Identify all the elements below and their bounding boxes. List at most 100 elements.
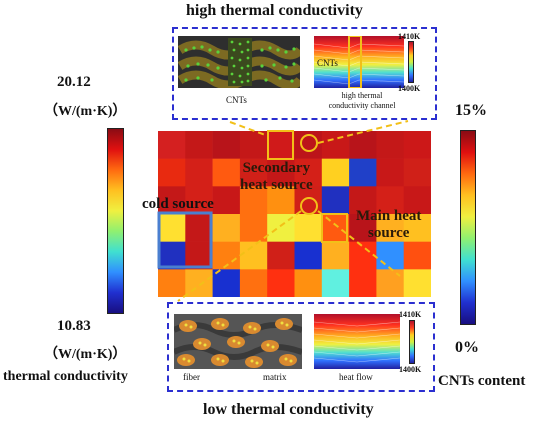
bottom-inset-box: fiber matrix <box>167 302 435 392</box>
grid-cell <box>376 269 404 297</box>
main-line2: source <box>368 225 410 241</box>
main-line1: Main heat <box>356 208 422 224</box>
grid-cell <box>294 241 323 270</box>
grid-cell <box>267 241 295 270</box>
grid-cell <box>239 269 268 297</box>
grid-cell <box>158 186 186 215</box>
grid-cell <box>321 186 350 215</box>
grid-cell <box>349 269 377 297</box>
bottom-inset-scale-max: 1410K <box>399 310 422 319</box>
low-conductivity-thermal-field <box>314 314 400 369</box>
grid-cell <box>185 241 213 270</box>
grid-cell <box>403 241 431 270</box>
grid-cell <box>294 214 323 242</box>
grid-cell <box>294 186 323 215</box>
left-bar-min-unit: （W/(m·K)） <box>44 347 127 362</box>
top-inset-scale-max: 1410K <box>398 32 421 41</box>
grid-cell <box>376 131 404 159</box>
grid-cell <box>239 186 268 215</box>
grid-cell <box>212 186 241 215</box>
cold-source-label: cold source <box>142 196 214 212</box>
channel-caption: high thermal conductivity channel <box>322 91 402 111</box>
top-title: high thermal conductivity <box>186 2 363 19</box>
left-bar-max-value: 20.12 <box>57 74 91 90</box>
grid-cell <box>239 158 268 187</box>
grid-cell <box>403 131 431 159</box>
right-bar-max: 15% <box>455 102 487 119</box>
grid-cell <box>158 131 186 159</box>
cnts-caption: CNTs <box>226 95 247 105</box>
left-bar-caption: thermal conductivity <box>3 369 128 384</box>
channel-caption-line2: conductivity channel <box>328 101 396 110</box>
grid-cell <box>158 214 186 242</box>
cnts-content-colorbar <box>460 130 476 325</box>
grid-cell <box>212 214 241 242</box>
grid-cell <box>212 269 241 297</box>
right-bar-caption: CNTs content <box>438 373 526 389</box>
grid-cell <box>185 214 213 242</box>
right-bar-min: 0% <box>455 339 479 356</box>
grid-cell <box>212 131 241 159</box>
bottom-title: low thermal conductivity <box>203 401 374 418</box>
grid-cell <box>349 186 377 215</box>
grid-cell <box>321 131 350 159</box>
grid-cell <box>239 131 268 159</box>
grid-cell <box>376 214 404 242</box>
secondary-source-circle <box>300 134 318 152</box>
high-conductivity-thermal-field: CNTs <box>314 36 404 88</box>
channel-caption-line1: high thermal <box>341 91 383 100</box>
grid-cell <box>376 158 404 187</box>
grid-cell <box>403 186 431 215</box>
grid-cell <box>349 131 377 159</box>
grid-cell <box>403 158 431 187</box>
cnts-channel-label: CNTs <box>317 58 338 68</box>
secondary-source-highlight <box>267 130 294 160</box>
grid-cell <box>376 241 404 270</box>
grid-cell <box>239 214 268 242</box>
grid-cell <box>294 269 323 297</box>
cnts-microstructure-image <box>178 36 300 88</box>
grid-cell <box>403 269 431 297</box>
grid-cell <box>267 158 295 187</box>
left-bar-max-unit: （W/(m·K)） <box>44 104 127 119</box>
cnts-distribution-grid <box>158 131 431 297</box>
top-inset-scale-min: 1400K <box>398 84 421 93</box>
bottom-inset-scale-min: 1400K <box>399 365 422 374</box>
grid-cell <box>321 158 350 187</box>
grid-cell <box>376 186 404 215</box>
grid-cell <box>212 158 241 187</box>
main-heat-source-label: Main heat source <box>356 208 421 242</box>
heat-flow-caption: heat flow <box>339 372 373 382</box>
secondary-line2: heat source <box>240 177 313 193</box>
grid-cell <box>321 241 350 270</box>
grid-cell <box>349 241 377 270</box>
grid-cell <box>158 269 186 297</box>
bottom-inset-colorbar <box>409 320 415 364</box>
grid-cell <box>321 269 350 297</box>
grid-cell <box>158 241 186 270</box>
grid-cell <box>185 186 213 215</box>
grid-cell <box>239 241 268 270</box>
grid-cell <box>403 214 431 242</box>
grid-cell <box>158 158 186 187</box>
grid-cell <box>267 269 295 297</box>
secondary-line1: Secondary <box>242 160 311 176</box>
grid-cell <box>349 158 377 187</box>
left-bar-min-value: 10.83 <box>57 318 91 334</box>
grid-cell <box>185 269 213 297</box>
top-inset-box: CNTs <box>172 27 437 120</box>
grid-cell <box>267 186 295 215</box>
fiber-caption: fiber <box>183 372 200 382</box>
grid-cell <box>185 158 213 187</box>
secondary-heat-source-label: Secondary heat source <box>240 160 313 194</box>
fiber-matrix-image <box>174 314 302 369</box>
grid-cell <box>294 158 323 187</box>
matrix-caption: matrix <box>263 372 287 382</box>
top-inset-colorbar <box>408 41 414 83</box>
thermal-conductivity-colorbar <box>107 128 124 314</box>
grid-cell <box>267 131 295 159</box>
main-source-highlight <box>321 213 348 243</box>
cold-source-highlight <box>157 211 213 269</box>
grid-cell <box>349 214 377 242</box>
